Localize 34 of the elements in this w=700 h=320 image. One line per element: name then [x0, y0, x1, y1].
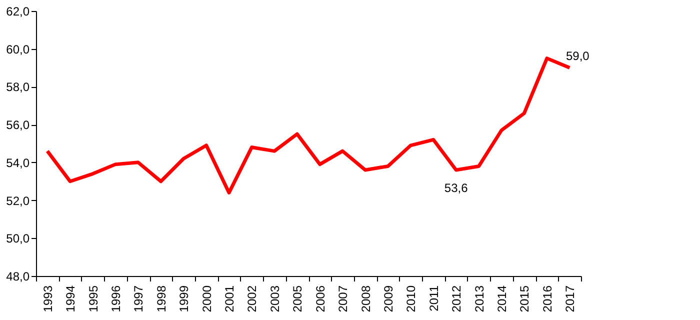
x-tick-label: 2005 [290, 285, 305, 312]
data-label: 53,6 [444, 181, 468, 195]
x-tick-label: 1993 [40, 285, 55, 312]
x-tick-label: 2013 [472, 285, 486, 312]
y-tick-label: 60,0 [6, 42, 30, 56]
x-tick-label: 1997 [132, 285, 146, 312]
y-tick-label: 54,0 [6, 156, 30, 170]
x-tick-label: 2015 [518, 285, 532, 312]
x-tick-label: 2007 [336, 285, 350, 312]
y-tick-label: 62,0 [6, 4, 30, 18]
x-tick-label: 1996 [108, 285, 123, 312]
x-tick-label: 2002 [245, 285, 260, 312]
x-tick-label: 1995 [86, 285, 100, 312]
x-tick-label: 1999 [177, 285, 192, 312]
x-tick-label: 2017 [563, 285, 578, 312]
x-tick-label: 2006 [313, 285, 328, 312]
x-tick-label: 1994 [64, 285, 78, 312]
y-tick-label: 50,0 [6, 232, 30, 246]
x-tick-label: 2011 [426, 285, 441, 312]
x-tick-label: 2016 [540, 285, 554, 312]
x-tick-label: 2008 [358, 285, 373, 312]
y-tick-label: 52,0 [6, 194, 30, 208]
y-tick-label: 56,0 [6, 118, 30, 132]
y-tick-label: 58,0 [6, 80, 30, 94]
x-tick-label: 2009 [381, 285, 396, 312]
x-tick-label: 2010 [404, 285, 418, 312]
x-tick-label: 2003 [268, 285, 282, 312]
x-tick-label: 2000 [200, 285, 214, 312]
x-tick-label: 2001 [222, 285, 237, 312]
x-tick-label: 1998 [154, 285, 168, 312]
data-label: 59,0 [566, 48, 590, 63]
x-tick-label: 2014 [495, 285, 510, 312]
x-tick-label: 2012 [450, 285, 464, 312]
y-tick-label: 48,0 [6, 270, 30, 284]
